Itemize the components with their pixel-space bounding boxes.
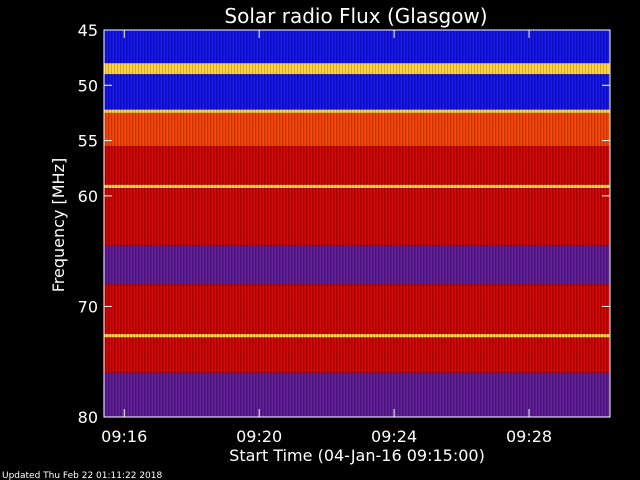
y-tick-label: 80 <box>78 408 98 427</box>
y-tick-label: 70 <box>78 297 98 316</box>
updated-footer: Updated Thu Feb 22 01:11:22 2018 <box>2 471 163 480</box>
x-tick-label: 09:20 <box>236 427 282 446</box>
x-axis: 09:16 09:20 09:24 09:28 <box>101 30 552 446</box>
texture-overlay <box>104 30 610 417</box>
x-tick-label: 09:16 <box>101 427 147 446</box>
x-tick-label: 09:28 <box>506 427 552 446</box>
chart-title: Solar radio Flux (Glasgow) <box>224 4 487 28</box>
y-tick-label: 55 <box>78 132 98 151</box>
x-tick-label: 09:24 <box>371 427 417 446</box>
y-axis: 45 50 55 60 70 80 <box>78 21 610 427</box>
y-tick-label: 50 <box>78 76 98 95</box>
y-axis-label: Frequency [MHz] <box>49 158 68 292</box>
plot-frame <box>103 29 611 418</box>
x-axis-label: Start Time (04-Jan-16 09:15:00) <box>229 446 485 465</box>
y-tick-label: 60 <box>78 187 98 206</box>
y-tick-label: 45 <box>78 21 98 40</box>
